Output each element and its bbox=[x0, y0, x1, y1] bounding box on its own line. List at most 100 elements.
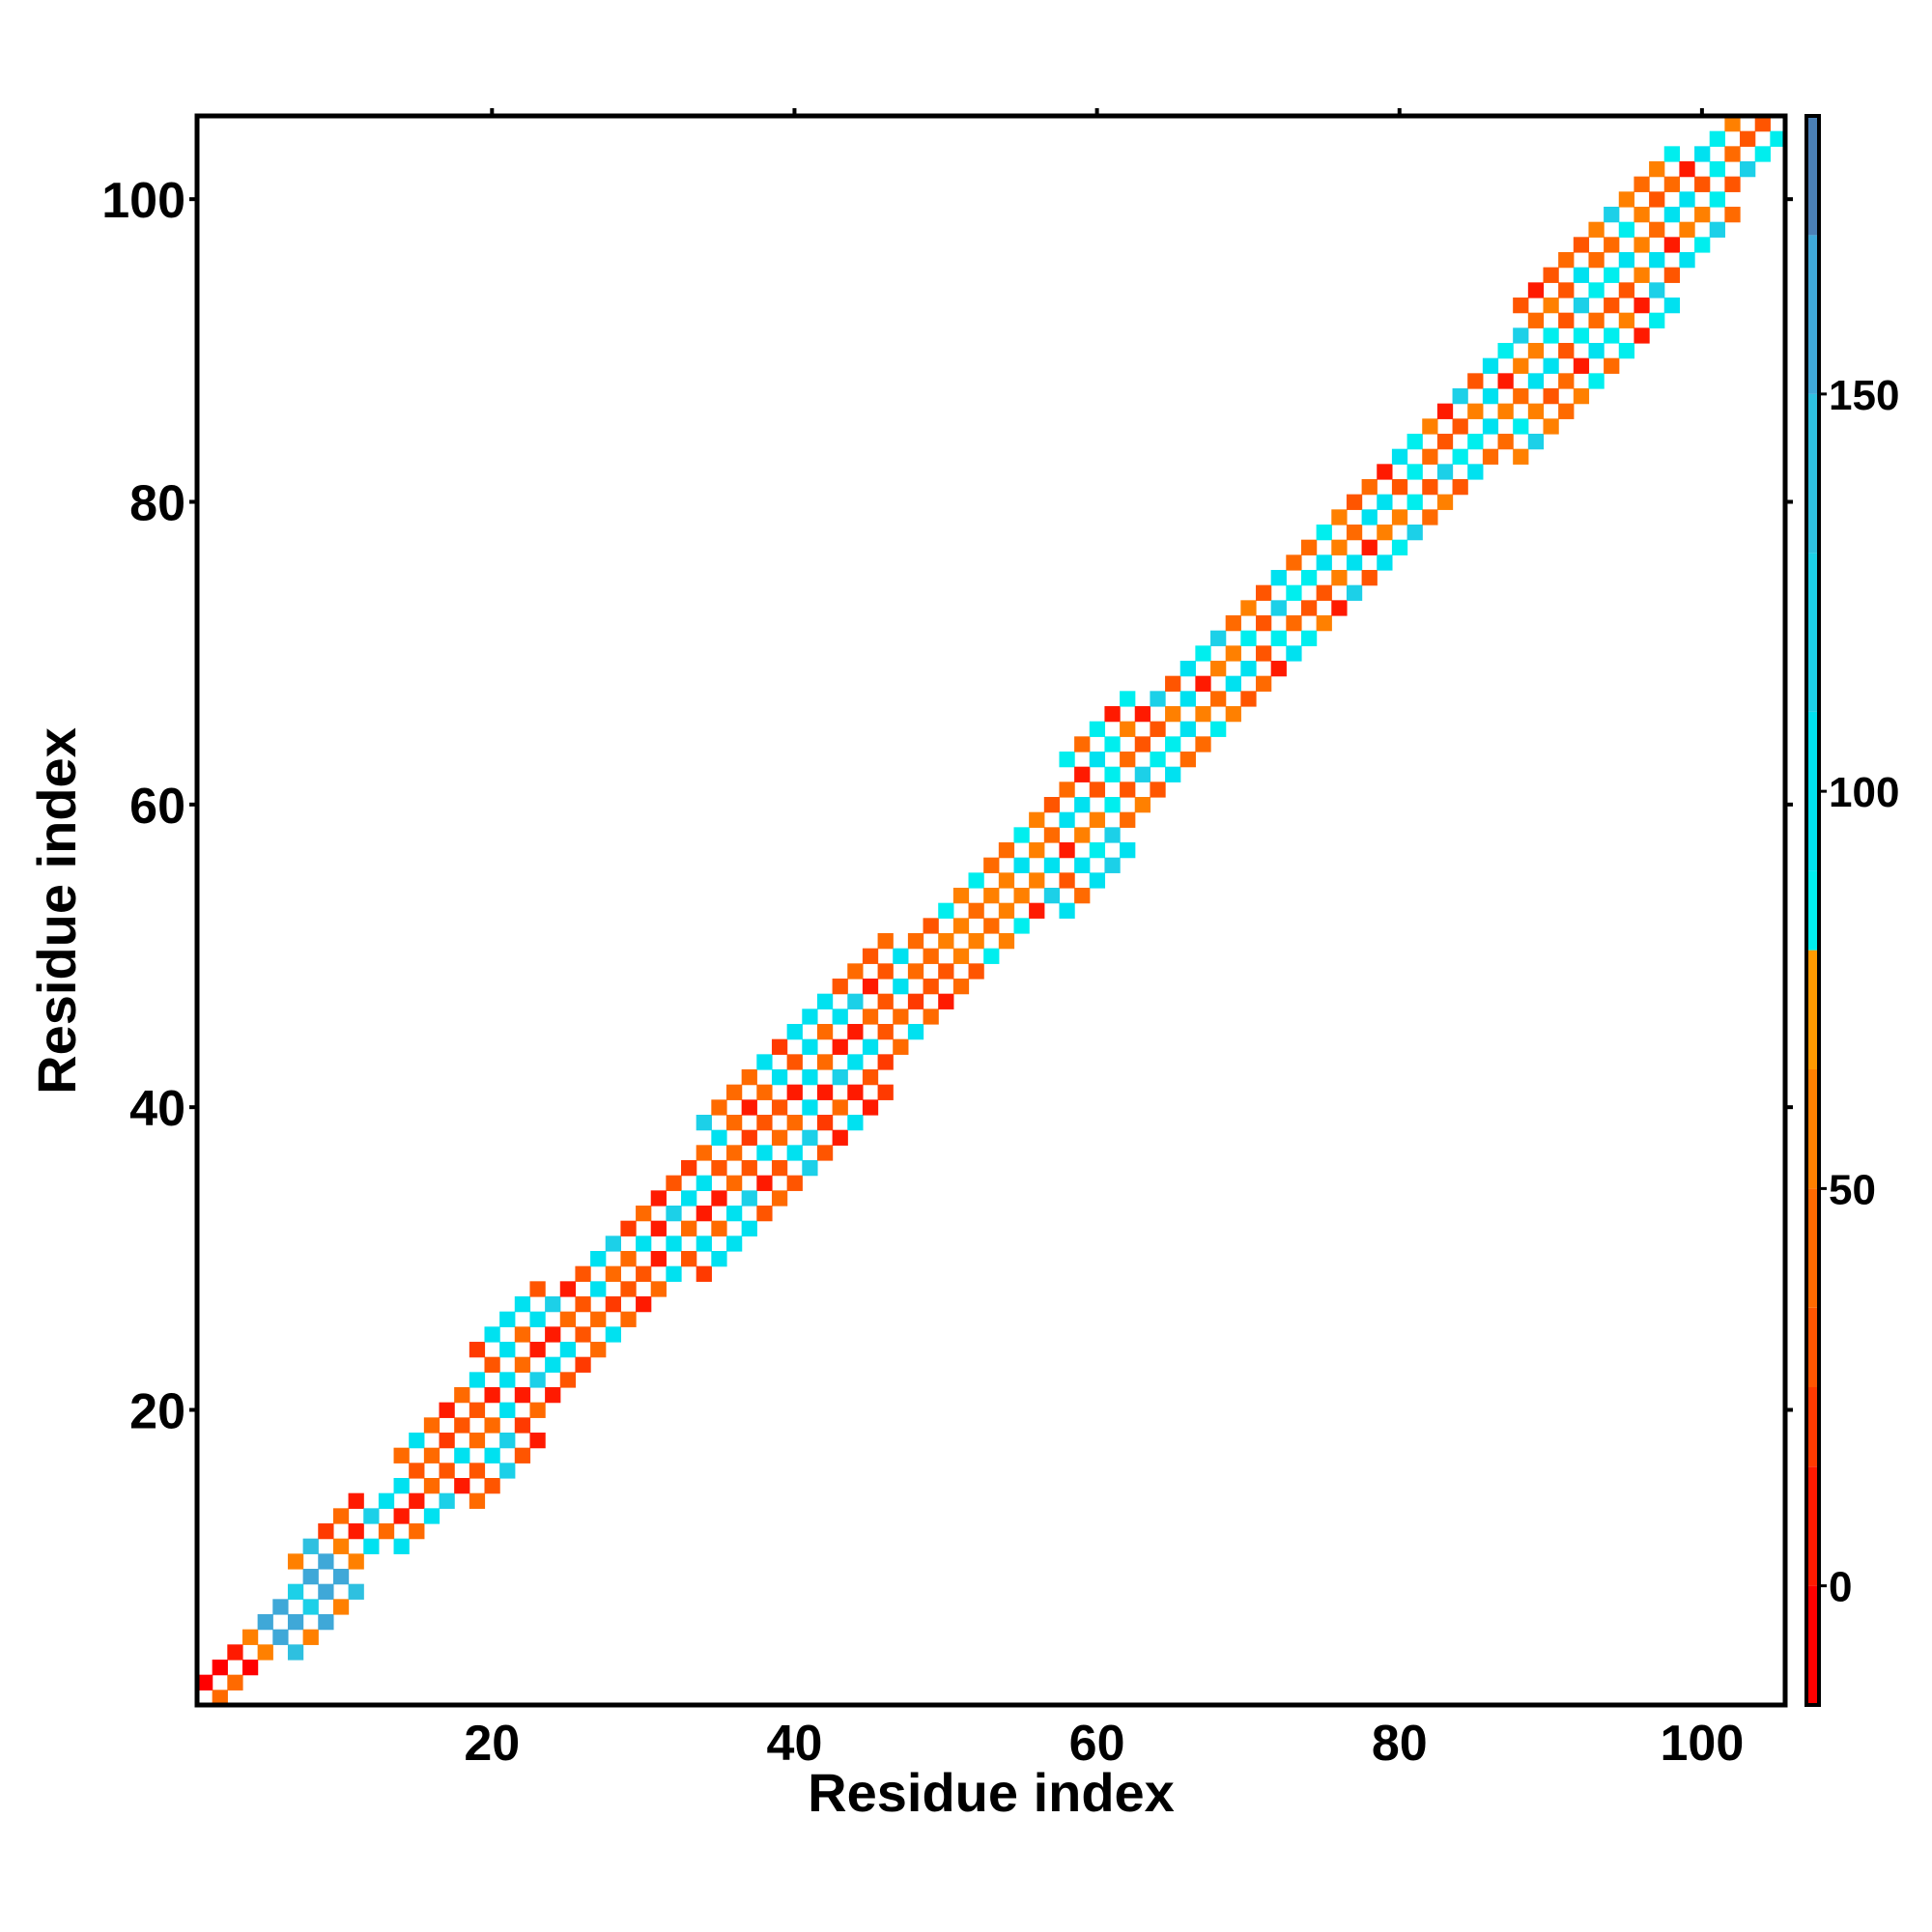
heatmap-cell bbox=[1165, 706, 1181, 723]
heatmap-cell bbox=[907, 963, 924, 980]
heatmap-cell bbox=[348, 1553, 364, 1570]
heatmap-cell bbox=[1134, 706, 1151, 723]
heatmap-cell bbox=[907, 1024, 924, 1040]
heatmap-cell bbox=[1013, 918, 1030, 934]
heatmap-cell bbox=[1391, 539, 1408, 555]
heatmap-cell bbox=[1452, 418, 1468, 435]
heatmap-cell bbox=[1482, 448, 1499, 465]
heatmap-cell bbox=[257, 1644, 273, 1661]
colorbar-band bbox=[1806, 393, 1819, 554]
heatmap-cell bbox=[847, 963, 864, 980]
heatmap-cell bbox=[1604, 327, 1620, 344]
heatmap-cell bbox=[1120, 842, 1136, 859]
heatmap-cell bbox=[1195, 736, 1211, 753]
heatmap-cell bbox=[1391, 479, 1408, 496]
heatmap-cell bbox=[877, 1024, 894, 1040]
heatmap-cell bbox=[893, 948, 909, 964]
heatmap-cell bbox=[666, 1206, 682, 1222]
heatmap-cell bbox=[862, 1038, 879, 1055]
heatmap-cell bbox=[1740, 130, 1756, 147]
heatmap-cell bbox=[1709, 130, 1725, 147]
heatmap-cell bbox=[1074, 766, 1091, 782]
heatmap-cell bbox=[1120, 752, 1136, 768]
heatmap-cell bbox=[590, 1251, 607, 1267]
heatmap-cell bbox=[1286, 645, 1302, 662]
heatmap-cell bbox=[1256, 615, 1272, 632]
heatmap-cell bbox=[862, 1009, 879, 1025]
heatmap-cell bbox=[1573, 357, 1590, 374]
heatmap-cell bbox=[1663, 267, 1680, 283]
colorbar-tick-label: 50 bbox=[1829, 1166, 1876, 1213]
heatmap-cell bbox=[1286, 554, 1302, 571]
heatmap-cell bbox=[1240, 600, 1257, 616]
heatmap-cell bbox=[1331, 509, 1348, 526]
heatmap-cell bbox=[620, 1281, 637, 1297]
heatmap-cell bbox=[409, 1433, 425, 1449]
heatmap-cell bbox=[847, 1115, 864, 1131]
heatmap-cell bbox=[696, 1236, 712, 1252]
heatmap-cell bbox=[1740, 161, 1756, 178]
heatmap-cell bbox=[1361, 570, 1378, 586]
heatmap-cell bbox=[559, 1281, 577, 1297]
heatmap-cell bbox=[636, 1236, 652, 1252]
heatmap-cell bbox=[484, 1326, 500, 1343]
heatmap-cell bbox=[802, 1099, 818, 1116]
heatmap-cell bbox=[469, 1342, 486, 1358]
heatmap-cell bbox=[1195, 706, 1211, 723]
y-tick-label: 80 bbox=[129, 476, 185, 532]
heatmap-cell bbox=[1482, 388, 1499, 405]
heatmap-cell bbox=[484, 1387, 500, 1404]
heatmap-cell bbox=[711, 1251, 727, 1267]
heatmap-cell bbox=[1634, 298, 1650, 314]
heatmap-cell bbox=[1527, 403, 1545, 419]
heatmap-cell bbox=[529, 1311, 546, 1327]
heatmap-cell bbox=[393, 1508, 410, 1524]
heatmap-cell bbox=[302, 1538, 319, 1554]
heatmap-cell bbox=[1618, 282, 1635, 298]
heatmap-cell bbox=[1558, 403, 1575, 419]
heatmap-cell bbox=[802, 1129, 818, 1146]
heatmap-cell bbox=[423, 1417, 440, 1434]
heatmap-cell bbox=[741, 1099, 757, 1116]
heatmap-cell bbox=[1604, 207, 1620, 223]
heatmap-cell bbox=[1497, 373, 1514, 389]
heatmap-cell bbox=[1240, 691, 1257, 707]
heatmap-cell bbox=[771, 1129, 788, 1146]
heatmap-cell bbox=[696, 1145, 712, 1161]
heatmap-cell bbox=[923, 948, 939, 964]
heatmap-cell bbox=[711, 1220, 727, 1236]
heatmap-cell bbox=[786, 1084, 803, 1100]
heatmap-cell bbox=[393, 1447, 410, 1463]
heatmap-cell bbox=[409, 1523, 425, 1540]
heatmap-cell bbox=[439, 1463, 455, 1479]
heatmap-cell bbox=[786, 1054, 803, 1070]
heatmap-cell bbox=[469, 1433, 486, 1449]
heatmap-cell bbox=[1770, 130, 1786, 147]
heatmap-cell bbox=[893, 979, 909, 995]
heatmap-cell bbox=[1089, 781, 1106, 798]
heatmap-cell bbox=[862, 1069, 879, 1086]
heatmap-cell bbox=[1709, 221, 1725, 238]
heatmap-cell bbox=[1179, 661, 1196, 677]
heatmap-cell bbox=[998, 933, 1015, 950]
heatmap-cell bbox=[726, 1115, 743, 1131]
heatmap-cell bbox=[1120, 721, 1136, 737]
heatmap-cell bbox=[1210, 630, 1227, 646]
heatmap-cell bbox=[590, 1342, 607, 1358]
heatmap-cell bbox=[1497, 434, 1514, 450]
heatmap-cell bbox=[1604, 298, 1620, 314]
heatmap-cell bbox=[1300, 539, 1318, 555]
y-tick-label: 60 bbox=[129, 779, 185, 835]
heatmap-cell bbox=[893, 1009, 909, 1025]
heatmap-cell bbox=[1165, 675, 1181, 692]
heatmap-cell bbox=[605, 1296, 621, 1313]
heatmap-cell bbox=[847, 1084, 864, 1100]
heatmap-cell bbox=[1104, 827, 1121, 843]
heatmap-cell bbox=[1543, 327, 1559, 344]
heatmap-cell bbox=[1663, 146, 1680, 162]
heatmap-cell bbox=[1150, 721, 1166, 737]
heatmap-cell bbox=[756, 1115, 773, 1131]
heatmap-cell bbox=[802, 1038, 818, 1055]
heatmap-cell bbox=[696, 1175, 712, 1191]
heatmap-cell bbox=[1558, 252, 1575, 269]
